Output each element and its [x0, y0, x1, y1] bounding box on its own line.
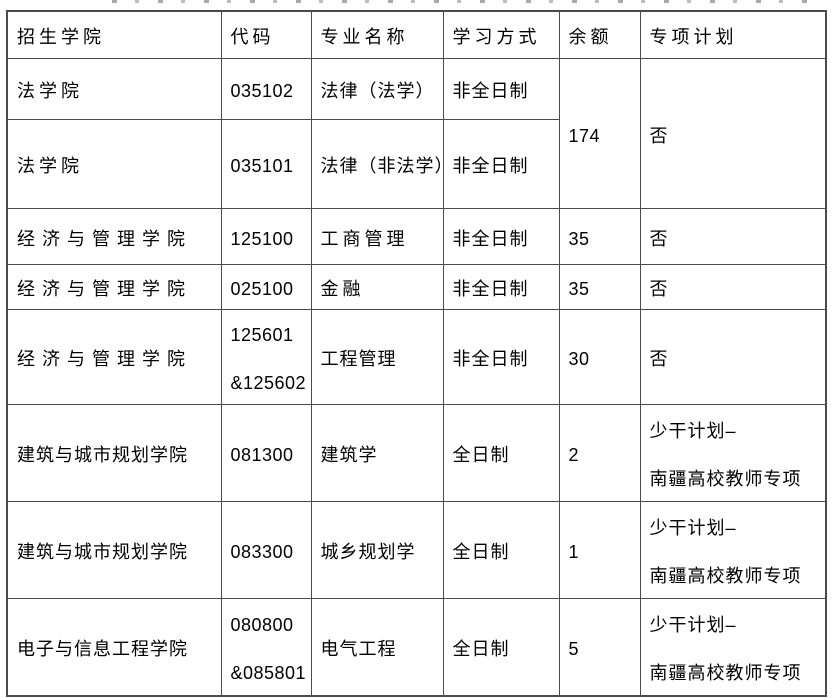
header-row: 招生学院 代码 专业名称 学习方式 余额 专项计划	[6, 10, 827, 59]
table-row: 电子与信息工程学院 080800 &085801 电气工程 全日制 5 少干计划…	[6, 597, 827, 697]
col-header-code: 代码	[220, 10, 312, 59]
cell-code-multiline: 125601 &125602	[220, 308, 312, 405]
plan-line: 少干计划–	[649, 615, 737, 636]
cell-code: 035101	[220, 118, 312, 209]
cell-mode: 全日制	[442, 500, 560, 599]
cell-college: 经济与管理学院	[6, 207, 222, 265]
table-row: 建筑与城市规划学院 081300 建筑学 全日制 2 少干计划– 南疆高校教师专…	[6, 403, 827, 502]
cell-mode: 非全日制	[442, 308, 560, 405]
cell-quota: 30	[558, 308, 641, 405]
plan-line: 少干计划–	[649, 421, 737, 441]
cell-college: 经济与管理学院	[6, 263, 222, 310]
code-line: &125602	[230, 373, 307, 393]
cell-quota: 35	[558, 207, 641, 265]
cell-quota: 2	[558, 403, 641, 502]
cell-major: 建筑学	[310, 403, 444, 502]
col-header-mode: 学习方式	[442, 10, 560, 59]
cell-major: 法律（非法学）	[310, 118, 444, 209]
cell-plan: 否	[639, 308, 827, 405]
cell-mode: 全日制	[442, 403, 560, 502]
cell-quota: 1	[558, 500, 641, 599]
plan-line: 少干计划–	[649, 518, 737, 538]
cell-college: 建筑与城市规划学院	[6, 403, 222, 502]
table-row: 法学院 035101 法律（非法学） 非全日制	[6, 118, 826, 209]
cell-major: 金融	[310, 263, 444, 310]
cell-major: 电气工程	[310, 597, 444, 697]
cell-college: 电子与信息工程学院	[6, 597, 222, 697]
cell-mode: 非全日制	[442, 118, 560, 209]
plan-line: 南疆高校教师专项	[649, 663, 802, 684]
table-row: 经济与管理学院 025100 金融 非全日制 35 否	[6, 263, 827, 310]
cell-code-multiline: 080800 &085801	[220, 597, 312, 697]
plan-line: 南疆高校教师专项	[649, 566, 802, 586]
cell-quota: 5	[558, 597, 641, 697]
table-row: 经济与管理学院 125100 工商管理 非全日制 35 否	[6, 207, 827, 265]
cell-mode: 非全日制	[442, 207, 560, 265]
code-line: 125601	[230, 325, 294, 345]
cell-plan-multiline: 少干计划– 南疆高校教师专项	[639, 500, 827, 599]
cell-college: 法学院	[6, 57, 222, 120]
cell-plan: 否	[639, 207, 827, 265]
cell-code: 025100	[220, 263, 312, 310]
cell-plan: 否	[639, 263, 827, 310]
plan-line: 南疆高校教师专项	[649, 469, 802, 489]
cell-college: 建筑与城市规划学院	[6, 500, 222, 599]
cell-mode: 全日制	[442, 597, 560, 697]
code-line: 080800	[230, 615, 294, 636]
col-header-quota: 余额	[558, 10, 641, 59]
clipped-text-artifact	[112, 0, 818, 3]
col-header-major: 专业名称	[310, 10, 444, 59]
col-header-college: 招生学院	[6, 10, 222, 59]
cell-major: 法律（法学）	[310, 57, 444, 120]
cell-major: 城乡规划学	[310, 500, 444, 599]
table-row: 法学院 035102 法律（法学） 非全日制 174 否	[6, 57, 827, 209]
cell-mode: 非全日制	[442, 57, 560, 120]
cell-quota-merged: 174	[558, 57, 641, 209]
cell-code: 035102	[220, 57, 312, 120]
col-header-plan: 专项计划	[639, 10, 827, 59]
cell-code: 081300	[220, 403, 312, 502]
cell-code: 083300	[220, 500, 312, 599]
cell-plan-multiline: 少干计划– 南疆高校教师专项	[639, 597, 827, 697]
admission-quota-table: 招生学院 代码 专业名称 学习方式 余额 专项计划 法学院 035102 法律（…	[6, 10, 827, 697]
table-row: 建筑与城市规划学院 083300 城乡规划学 全日制 1 少干计划– 南疆高校教…	[6, 500, 827, 599]
cell-college: 法学院	[6, 118, 222, 209]
cell-plan-multiline: 少干计划– 南疆高校教师专项	[639, 403, 827, 502]
cell-mode: 非全日制	[442, 263, 560, 310]
cell-plan-merged: 否	[639, 57, 827, 209]
cell-college: 经济与管理学院	[6, 308, 222, 405]
cell-quota: 35	[558, 263, 641, 310]
cell-major: 工程管理	[310, 308, 444, 405]
cell-code: 125100	[220, 207, 312, 265]
table-row: 经济与管理学院 125601 &125602 工程管理 非全日制 30 否	[6, 308, 827, 405]
cell-major: 工商管理	[310, 207, 444, 265]
code-line: &085801	[230, 663, 307, 684]
